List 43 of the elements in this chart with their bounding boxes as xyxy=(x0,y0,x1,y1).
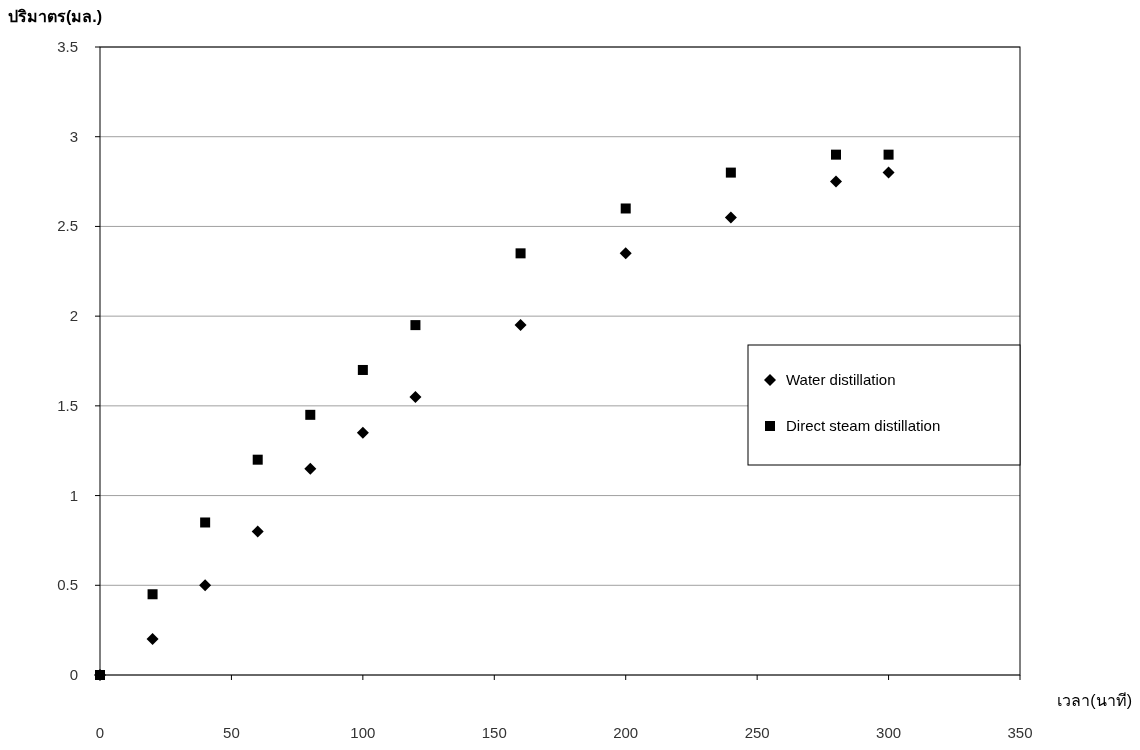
point xyxy=(357,364,368,375)
x-tick-label: 0 xyxy=(95,724,105,741)
y-tick-label: 1.5 xyxy=(57,396,78,414)
y-tick-label: 3.5 xyxy=(57,38,78,55)
point xyxy=(147,589,158,600)
point xyxy=(515,248,526,259)
point xyxy=(304,462,317,475)
y-tick-label: 2.5 xyxy=(57,217,78,235)
point xyxy=(724,211,737,224)
x-tick-label: 250 xyxy=(744,724,770,741)
y-tick-label: 3 xyxy=(69,127,78,145)
y-tick-label: 0.5 xyxy=(57,576,78,594)
point xyxy=(409,390,422,403)
x-tick-label: 100 xyxy=(350,724,376,741)
point xyxy=(882,166,895,179)
x-tick-label: 50 xyxy=(223,724,240,741)
point xyxy=(251,525,264,538)
point xyxy=(199,579,212,592)
point xyxy=(146,633,159,646)
point xyxy=(356,426,369,439)
y-tick-label: 0 xyxy=(69,666,78,683)
point xyxy=(95,670,105,680)
y-axis-title: ปริมาตร(มล.) xyxy=(8,8,103,25)
point xyxy=(305,409,316,420)
point xyxy=(620,203,631,214)
legend-label: Direct steam distillation xyxy=(786,417,941,434)
x-tick-label: 150 xyxy=(481,724,507,741)
y-tick-label: 2 xyxy=(69,307,78,325)
y-tick-label: 1 xyxy=(69,486,78,504)
point xyxy=(831,149,841,160)
point xyxy=(830,175,842,188)
legend-label: Water distillation xyxy=(786,371,896,388)
point xyxy=(883,149,894,160)
point xyxy=(514,319,527,332)
x-tick-label: 200 xyxy=(613,724,639,741)
point xyxy=(619,247,632,260)
x-tick-label: 350 xyxy=(1007,724,1033,741)
x-tick-label: 300 xyxy=(876,724,902,741)
point xyxy=(725,167,736,178)
x-axis-title: เวลา(นาที) xyxy=(1057,692,1132,709)
point xyxy=(252,454,263,465)
point xyxy=(410,320,421,331)
point xyxy=(200,517,211,528)
